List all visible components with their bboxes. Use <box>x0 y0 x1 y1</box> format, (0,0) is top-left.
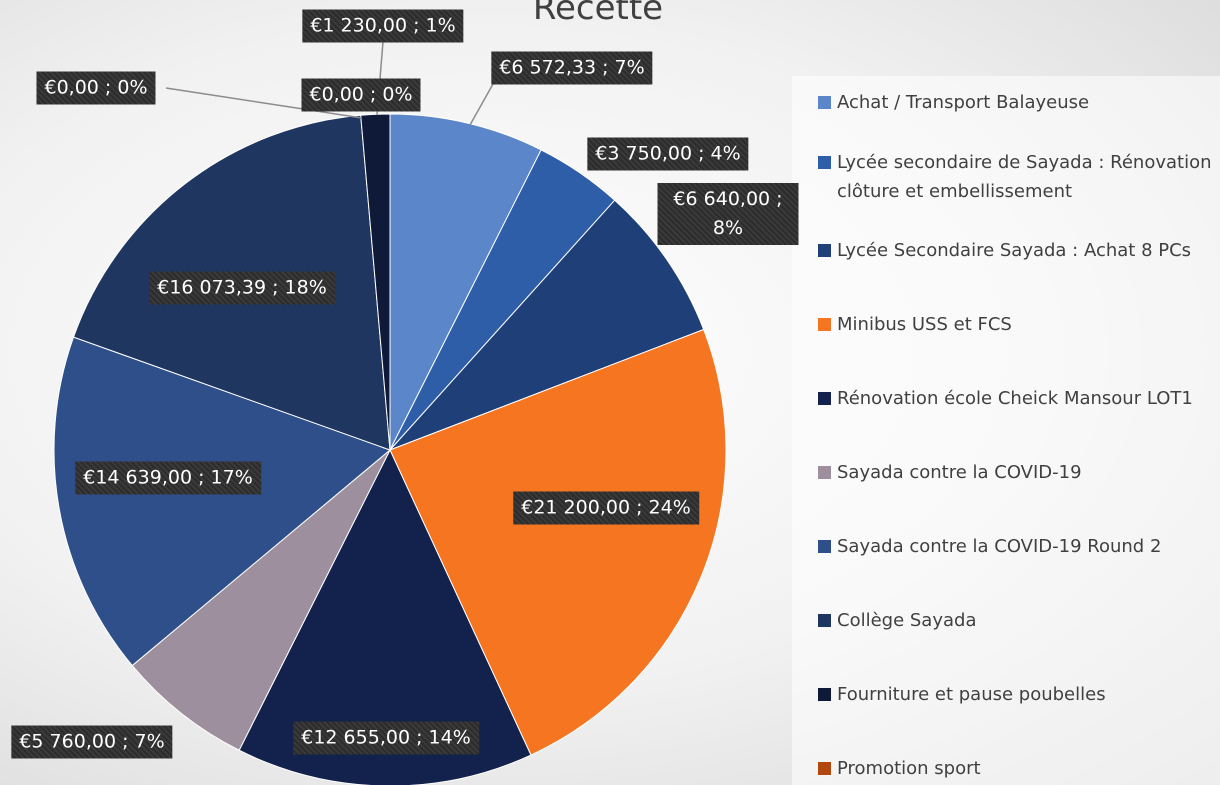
legend-label: Minibus USS et FCS <box>837 314 1012 335</box>
legend-swatch <box>818 614 831 627</box>
legend-swatch <box>818 318 831 331</box>
data-label: €0,00 ; 0% <box>301 78 421 112</box>
legend-item: Achat / Transport Balayeuse <box>818 88 1218 117</box>
legend-item: Fourniture et pause poubelles <box>818 680 1218 709</box>
pie-slice <box>389 328 727 756</box>
legend-swatch <box>818 540 831 553</box>
legend-item: Lycée secondaire de Sayada : Rénovation … <box>818 148 1218 206</box>
legend-item: Rénovation école Cheick Mansour LOT1 <box>818 384 1218 413</box>
data-label: €14 639,00 ; 17% <box>75 461 261 495</box>
legend-label: Promotion sport <box>837 758 981 779</box>
data-label: €6 572,33 ; 7% <box>491 51 653 85</box>
pie-slice <box>53 336 391 667</box>
pie-slice <box>360 113 391 451</box>
legend-swatch <box>818 244 831 257</box>
legend-item: Sayada contre la COVID-19 <box>818 458 1218 487</box>
legend-swatch <box>818 96 831 109</box>
legend-swatch <box>818 156 831 169</box>
data-label: €6 640,00 ; 8% <box>657 183 799 245</box>
pie-slice <box>131 449 391 751</box>
legend-label: Lycée Secondaire Sayada : Achat 8 PCs <box>837 240 1192 261</box>
legend-label: Sayada contre la COVID-19 Round 2 <box>837 536 1162 557</box>
legend-swatch <box>818 466 831 479</box>
data-label: €1 230,00 ; 1% <box>302 9 464 43</box>
legend-item: Collège Sayada <box>818 606 1218 635</box>
legend-label: Fourniture et pause poubelles <box>837 684 1106 705</box>
legend-swatch <box>818 762 831 775</box>
pie-slice <box>238 448 532 785</box>
legend: Achat / Transport Balayeuse Lycée seconda… <box>792 76 1220 785</box>
leader-line <box>165 87 363 119</box>
legend-swatch <box>818 688 831 701</box>
legend-swatch <box>818 392 831 405</box>
legend-item: Sayada contre la COVID-19 Round 2 <box>818 532 1218 561</box>
data-label: €3 750,00 ; 4% <box>587 137 749 171</box>
pie-slice <box>389 199 705 451</box>
data-label: €5 760,00 ; 7% <box>11 725 173 759</box>
chart-title: Recette <box>532 0 664 28</box>
legend-item: Promotion sport <box>818 754 1218 783</box>
legend-label: Sayada contre la COVID-19 <box>837 462 1082 483</box>
data-label: €0,00 ; 0% <box>36 71 156 105</box>
data-label: €12 655,00 ; 14% <box>293 721 479 755</box>
legend-label: Rénovation école Cheick Mansour LOT1 <box>837 388 1193 409</box>
legend-item: Lycée Secondaire Sayada : Achat 8 PCs <box>818 236 1218 265</box>
legend-label: Lycée secondaire de Sayada : Rénovation … <box>837 152 1212 202</box>
legend-item: Minibus USS et FCS <box>818 310 1218 339</box>
legend-label: Achat / Transport Balayeuse <box>837 92 1090 113</box>
data-label: €16 073,39 ; 18% <box>149 271 335 305</box>
legend-label: Collège Sayada <box>837 610 977 631</box>
data-label: €21 200,00 ; 24% <box>513 491 699 525</box>
pie-slice <box>389 113 542 451</box>
